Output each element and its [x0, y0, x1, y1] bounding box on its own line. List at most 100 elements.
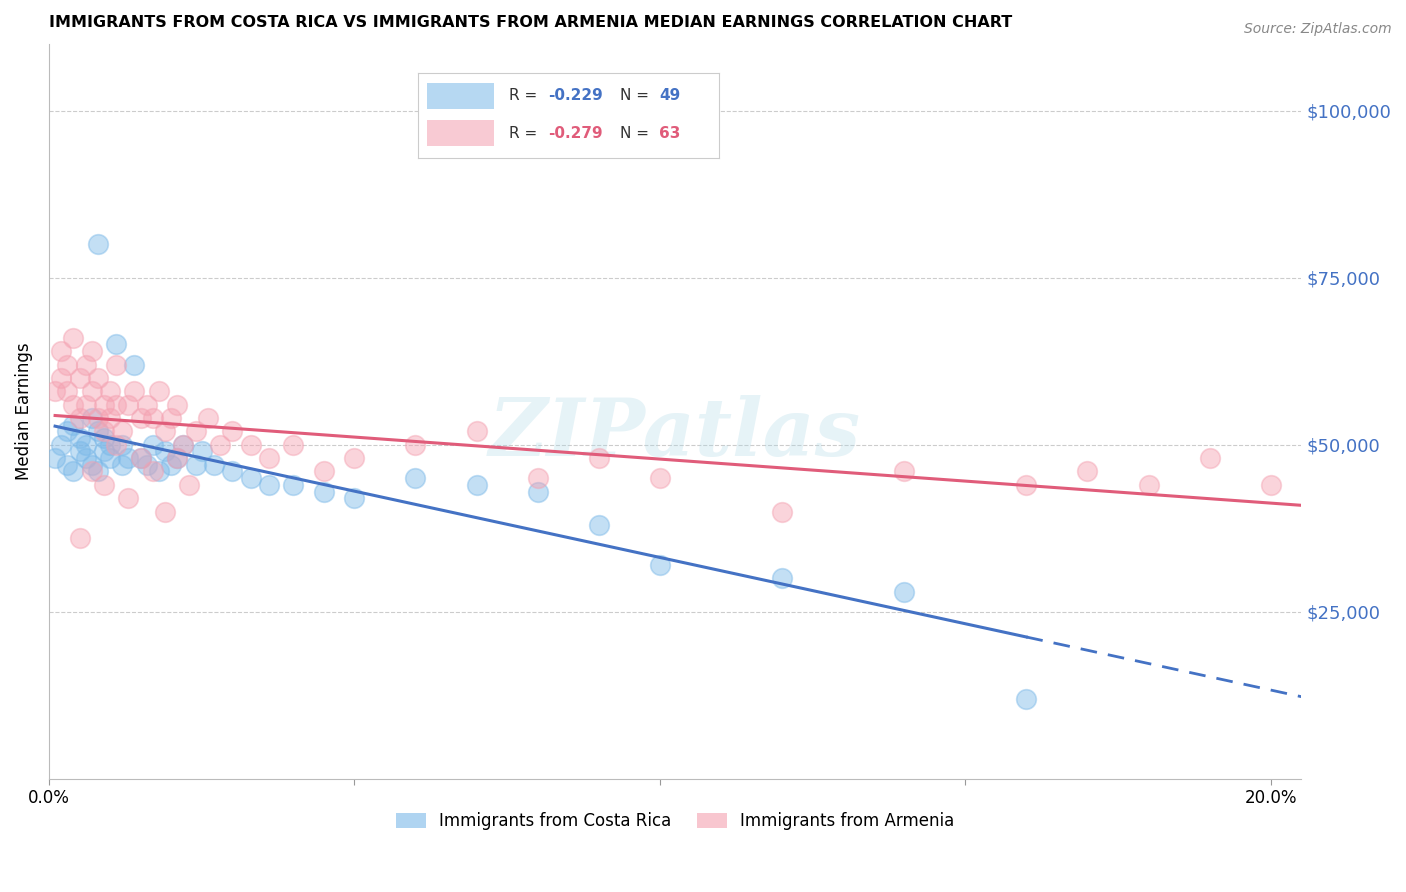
Point	[124, 358, 146, 372]
Point	[153, 425, 176, 439]
Point	[160, 411, 183, 425]
Point	[197, 411, 219, 425]
Point	[69, 431, 91, 445]
Point	[93, 398, 115, 412]
Point	[166, 398, 188, 412]
Point	[80, 384, 103, 399]
Point	[1076, 465, 1098, 479]
Point	[69, 371, 91, 385]
Point	[526, 471, 548, 485]
Point	[98, 438, 121, 452]
Point	[239, 438, 262, 452]
Y-axis label: Median Earnings: Median Earnings	[15, 343, 32, 480]
Point	[62, 465, 84, 479]
Point	[117, 451, 139, 466]
Point	[87, 371, 110, 385]
Point	[87, 425, 110, 439]
Point	[44, 451, 66, 466]
Point	[1260, 478, 1282, 492]
Point	[105, 358, 128, 372]
Point	[283, 438, 305, 452]
Point	[62, 331, 84, 345]
Point	[166, 451, 188, 466]
Point	[135, 458, 157, 472]
Point	[111, 425, 134, 439]
Point	[69, 531, 91, 545]
Point	[129, 411, 152, 425]
Point	[148, 465, 170, 479]
Point	[51, 438, 73, 452]
Point	[75, 398, 97, 412]
Point	[283, 478, 305, 492]
Point	[111, 458, 134, 472]
Point	[80, 411, 103, 425]
Point	[62, 398, 84, 412]
Point	[153, 504, 176, 518]
Point	[770, 571, 793, 585]
Point	[98, 384, 121, 399]
Point	[69, 444, 91, 458]
Text: IMMIGRANTS FROM COSTA RICA VS IMMIGRANTS FROM ARMENIA MEDIAN EARNINGS CORRELATIO: IMMIGRANTS FROM COSTA RICA VS IMMIGRANTS…	[49, 15, 1012, 30]
Text: ZIPatlas: ZIPatlas	[489, 394, 862, 472]
Point	[190, 444, 212, 458]
Point	[105, 438, 128, 452]
Point	[142, 465, 165, 479]
Point	[465, 425, 488, 439]
Point	[153, 444, 176, 458]
Point	[588, 451, 610, 466]
Point	[648, 471, 671, 485]
Point	[87, 465, 110, 479]
Point	[588, 517, 610, 532]
Legend: Immigrants from Costa Rica, Immigrants from Armenia: Immigrants from Costa Rica, Immigrants f…	[389, 805, 960, 837]
Point	[51, 371, 73, 385]
Point	[51, 344, 73, 359]
Point	[160, 458, 183, 472]
Point	[1198, 451, 1220, 466]
Point	[80, 458, 103, 472]
Point	[75, 438, 97, 452]
Point	[98, 411, 121, 425]
Point	[75, 451, 97, 466]
Point	[202, 458, 225, 472]
Point	[142, 438, 165, 452]
Point	[257, 451, 280, 466]
Point	[56, 358, 79, 372]
Point	[117, 398, 139, 412]
Point	[465, 478, 488, 492]
Point	[893, 584, 915, 599]
Point	[221, 465, 243, 479]
Point	[93, 478, 115, 492]
Point	[93, 444, 115, 458]
Point	[166, 451, 188, 466]
Point	[93, 431, 115, 445]
Point	[172, 438, 194, 452]
Point	[135, 398, 157, 412]
Point	[56, 425, 79, 439]
Point	[111, 438, 134, 452]
Point	[129, 451, 152, 466]
Point	[56, 384, 79, 399]
Point	[312, 465, 335, 479]
Point	[526, 484, 548, 499]
Point	[184, 425, 207, 439]
Point	[44, 384, 66, 399]
Point	[69, 411, 91, 425]
Point	[239, 471, 262, 485]
Point	[208, 438, 231, 452]
Point	[105, 398, 128, 412]
Point	[142, 411, 165, 425]
Point	[75, 358, 97, 372]
Point	[893, 465, 915, 479]
Point	[62, 417, 84, 432]
Point	[80, 344, 103, 359]
Point	[124, 384, 146, 399]
Point	[87, 411, 110, 425]
Point	[56, 458, 79, 472]
Point	[105, 337, 128, 351]
Point	[87, 237, 110, 252]
Point	[80, 465, 103, 479]
Point	[221, 425, 243, 439]
Point	[93, 425, 115, 439]
Point	[129, 451, 152, 466]
Point	[1015, 478, 1038, 492]
